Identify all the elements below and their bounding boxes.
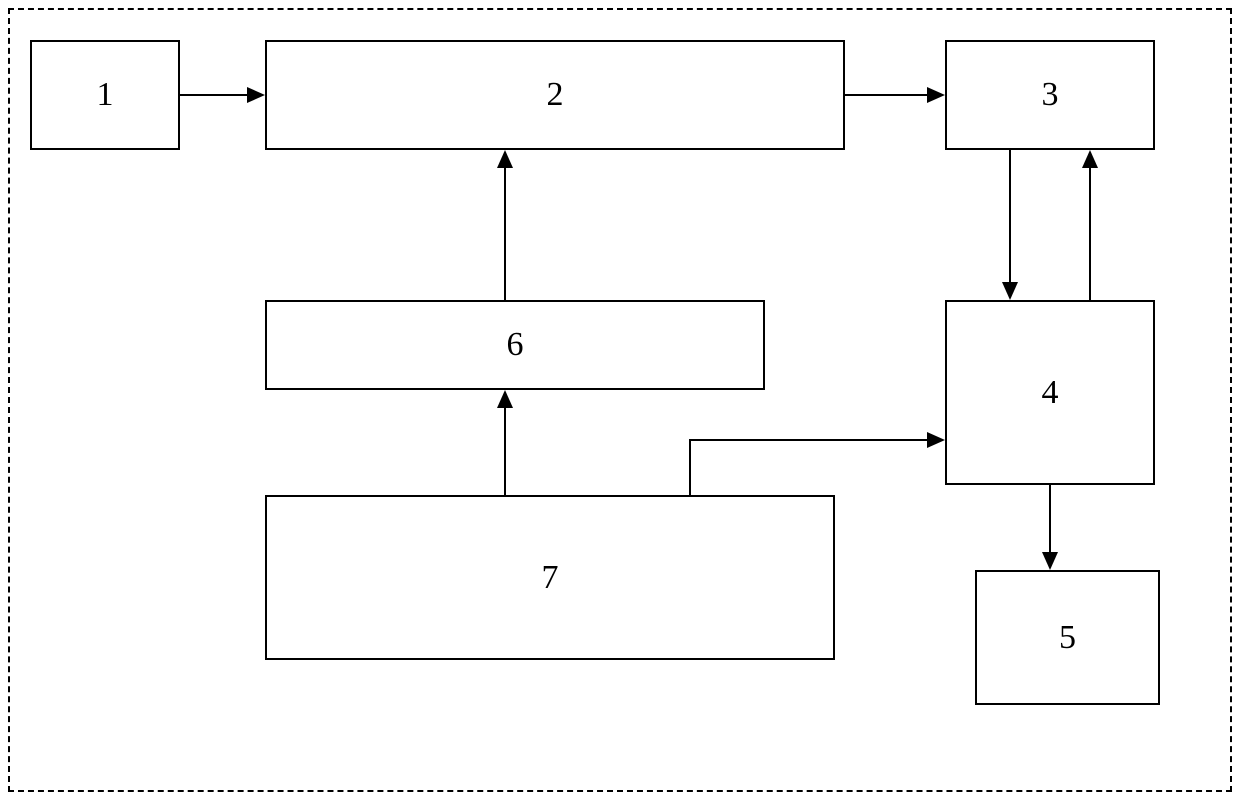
node-label-n6: 6 [507,328,524,362]
node-n5: 5 [975,570,1160,705]
node-n3: 3 [945,40,1155,150]
node-label-n1: 1 [97,78,114,112]
diagram-canvas: 1 2 3 6 4 7 5 [0,0,1240,800]
node-n1: 1 [30,40,180,150]
node-n2: 2 [265,40,845,150]
node-label-n4: 4 [1042,376,1059,410]
node-label-n5: 5 [1059,621,1076,655]
node-n7: 7 [265,495,835,660]
node-label-n3: 3 [1042,78,1059,112]
node-n6: 6 [265,300,765,390]
node-n4: 4 [945,300,1155,485]
node-label-n7: 7 [542,561,559,595]
node-label-n2: 2 [547,78,564,112]
